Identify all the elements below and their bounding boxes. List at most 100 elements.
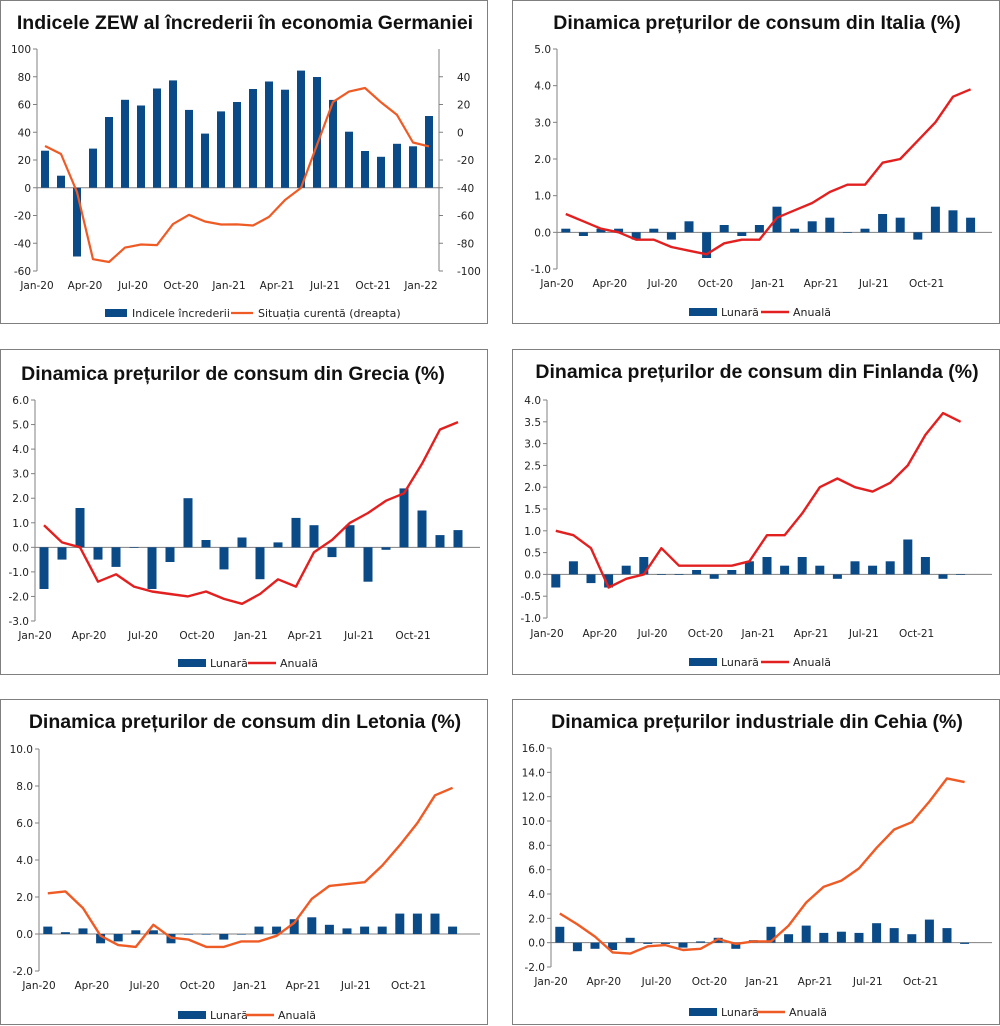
x-tick-label: Apr-20 <box>72 630 107 642</box>
bar <box>924 919 934 943</box>
bar <box>889 928 899 943</box>
legend-label-line: Situația curentă (dreapta) <box>258 307 401 320</box>
y-tick-label: 0.0 <box>12 542 29 554</box>
bar <box>801 925 811 943</box>
x-tick-label: Jul-20 <box>647 278 678 290</box>
chart-letonia: Dinamica prețurilor de consum din Letoni… <box>10 711 480 1022</box>
bar <box>255 547 265 580</box>
legend: Lunară Anuală <box>689 656 831 669</box>
bar <box>185 109 193 188</box>
bar <box>111 547 121 567</box>
x-tick-label: Jan-21 <box>211 280 245 292</box>
bar <box>183 498 193 548</box>
y-tick-label: 5.0 <box>12 420 29 432</box>
plot-area: 5.0 4.0 3.0 2.0 1.0 0.0 -1.0 Jan-20 Apr-20 Jul-20… <box>531 44 992 290</box>
x-tick-label: Apr-21 <box>260 280 295 292</box>
bar <box>797 557 807 575</box>
y-tick-label: 60 <box>18 100 31 112</box>
bar <box>342 928 352 934</box>
y2-tick-label: -80 <box>457 238 474 250</box>
bar <box>131 930 141 934</box>
bar <box>819 932 829 943</box>
bar <box>75 508 85 548</box>
legend: Lunară Anuală <box>689 1006 827 1019</box>
y2-tick-label: 40 <box>457 72 470 84</box>
chart-title: Indicele ZEW al încrederii în economia G… <box>17 12 473 34</box>
y-tick-label: -1.0 <box>521 613 542 625</box>
y-tick-label: -40 <box>14 238 31 250</box>
legend-label-bar: Lunară <box>210 1009 248 1022</box>
legend-label-bar: Lunară <box>721 1006 759 1019</box>
bar <box>639 557 649 575</box>
y-tick-label: -0.5 <box>521 591 542 603</box>
bar <box>201 133 209 188</box>
x-tick-label: Apr-21 <box>804 278 839 290</box>
legend: Lunară Anuală <box>178 657 318 670</box>
bar <box>281 89 289 188</box>
plot-area: 100 80 60 40 20 0 -20 -40 -60 40 20 0 -20 -40 -60 -80 -1… <box>11 44 481 292</box>
y-tick-label: 20 <box>18 155 31 167</box>
chart-grecia: Dinamica prețurilor de consum din Grecia… <box>9 363 480 670</box>
x-tick-label: Jan-20 <box>17 630 51 642</box>
bar <box>631 232 641 240</box>
legend-label-line: Anuală <box>793 306 831 319</box>
bar <box>784 934 794 943</box>
chart-panel-cehia: Dinamica prețurilor industriale din Cehi… <box>512 699 1000 1025</box>
bar <box>836 931 846 943</box>
legend-label-line: Anuală <box>278 1009 316 1022</box>
series-line <box>43 420 459 606</box>
chart-title: Dinamica prețurilor de consum din Letoni… <box>29 711 461 733</box>
series-line <box>44 86 430 264</box>
bar <box>113 934 123 942</box>
bar <box>731 942 741 949</box>
chart-title: Dinamica prețurilor industriale din Cehi… <box>551 711 963 733</box>
legend-swatch-bar <box>689 308 717 316</box>
bar <box>448 926 458 934</box>
legend-label-line: Anuală <box>280 657 318 670</box>
bar <box>297 70 305 188</box>
x-tick-label: Jul-20 <box>641 976 672 988</box>
legend-label-bar: Lunară <box>721 656 759 669</box>
y-tick-label: 4.0 <box>16 855 33 867</box>
bar <box>129 547 139 548</box>
bar <box>604 574 614 588</box>
x-tick-label: Apr-20 <box>582 628 617 640</box>
bar <box>930 206 940 233</box>
y-tick-label: 0.0 <box>534 227 551 239</box>
bar <box>313 77 321 188</box>
x-tick-label: Oct-20 <box>163 280 198 292</box>
bar <box>43 926 53 934</box>
bar <box>430 913 440 934</box>
bar <box>57 547 67 560</box>
bar <box>885 561 895 575</box>
legend-swatch-bar <box>689 1008 717 1016</box>
x-tick-label: Apr-20 <box>74 980 109 992</box>
x-tick-label: Jul-20 <box>129 980 160 992</box>
chart-title: Dinamica prețurilor de consum din Italia… <box>553 12 960 34</box>
bar <box>360 926 370 934</box>
y-tick-label: 3.0 <box>524 439 541 451</box>
bar <box>692 570 702 575</box>
bar <box>265 81 273 188</box>
y-tick-label: 2.0 <box>528 913 545 925</box>
bar <box>137 105 145 188</box>
y-tick-label: 4.0 <box>528 889 545 901</box>
chart-panel-finlanda: Dinamica prețurilor de consum din Finlan… <box>512 349 1000 675</box>
legend: Lunară Anuală <box>689 306 831 319</box>
bar <box>649 228 659 233</box>
x-tick-label: Jan-21 <box>751 278 785 290</box>
x-tick-label: Oct-21 <box>899 628 934 640</box>
legend-swatch-bar <box>105 309 127 317</box>
x-tick-label: Jul-20 <box>127 630 158 642</box>
bar <box>169 80 177 188</box>
y-tick-label: -2.0 <box>9 591 30 603</box>
y2-tick-label: -20 <box>457 155 474 167</box>
y-tick-label: 2.0 <box>524 482 541 494</box>
bar <box>860 228 870 233</box>
x-tick-label: Oct-20 <box>692 976 727 988</box>
bar <box>377 156 385 188</box>
y-tick-label: 80 <box>18 72 31 84</box>
bar <box>361 151 369 188</box>
y-tick-label: 40 <box>18 127 31 139</box>
bar <box>393 143 401 188</box>
